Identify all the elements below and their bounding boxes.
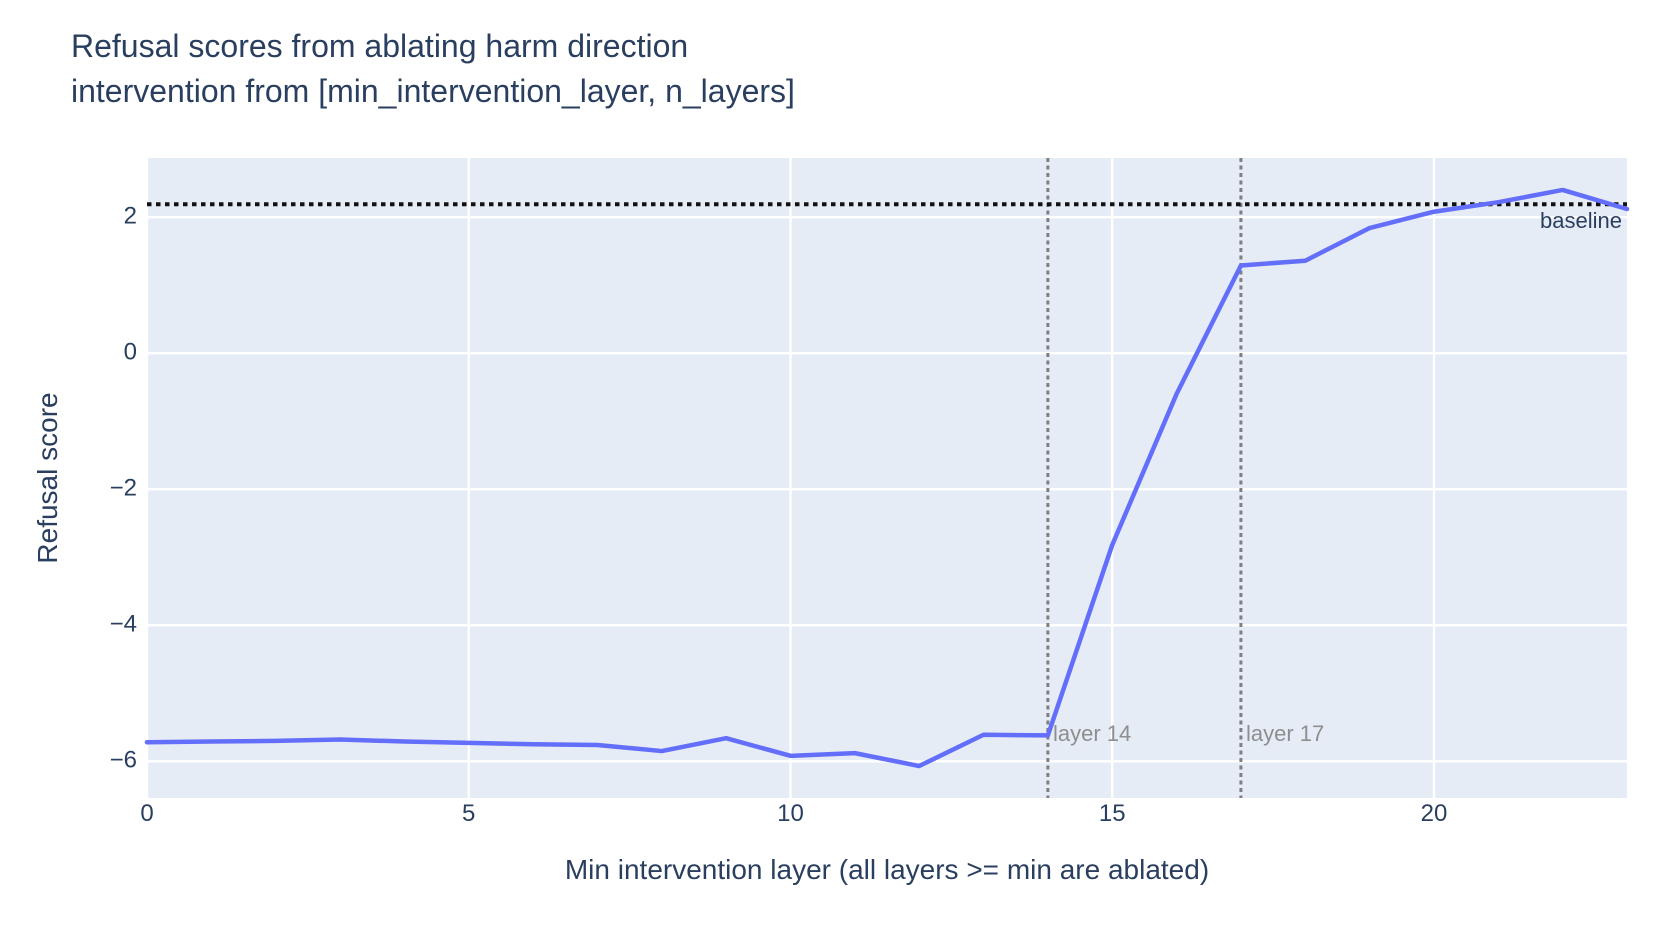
y-tick-label: 0	[123, 338, 137, 366]
y-axis-title: Refusal score	[32, 392, 63, 564]
y-tick-label: −2	[109, 474, 137, 502]
x-axis-title: Min intervention layer (all layers >= mi…	[564, 854, 1210, 885]
plot-canvas	[144, 158, 1630, 798]
x-tick-label: 0	[140, 800, 154, 827]
chart-title-line1: Refusal scores from ablating harm direct…	[71, 28, 689, 64]
chart-title: Refusal scores from ablating harm direct…	[71, 24, 795, 114]
y-tick-label: −4	[109, 610, 137, 638]
x-tick-label: 20	[1420, 800, 1448, 827]
plot-area: baseline layer 14 layer 17	[144, 158, 1630, 798]
chart-title-line2: intervention from [min_intervention_laye…	[71, 73, 795, 109]
x-tick-label: 5	[462, 800, 476, 827]
x-tick-label: 15	[1098, 800, 1126, 827]
y-tick-label: −6	[109, 746, 137, 774]
x-tick-label: 10	[777, 800, 804, 827]
refusal-score-trace	[144, 187, 1630, 769]
y-tick-label: 2	[123, 202, 137, 230]
